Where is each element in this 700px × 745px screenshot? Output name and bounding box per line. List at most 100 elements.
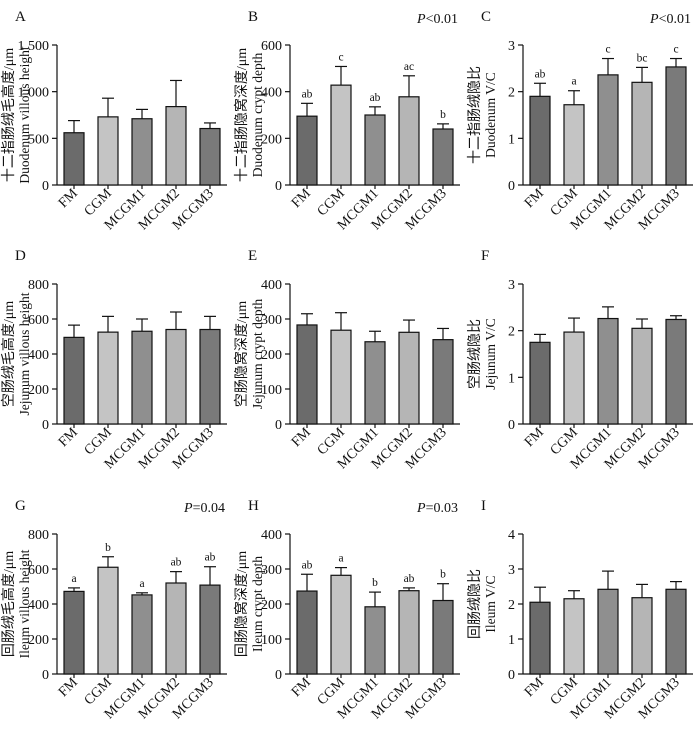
bar (432, 128, 454, 186)
y-axis-title-zh: 回肠隐窝深度/μm (233, 551, 250, 657)
y-tick-label: 400 (261, 86, 282, 101)
bar (330, 84, 352, 186)
y-axis-title-en: Ileum V/C (483, 575, 498, 632)
y-axis-title-en: Ileum villous height (17, 549, 32, 658)
bar (398, 331, 420, 425)
y-tick-label: 0 (275, 418, 282, 433)
significance-letter: b (372, 577, 378, 589)
bar (364, 114, 386, 186)
significance-letter: ab (535, 68, 546, 80)
panel-b: B P<0.01 0 200 400 600 十二指肠隐窝深度/μm Duodenum cry… (233, 9, 460, 233)
bar (330, 329, 352, 425)
significance-letter: ab (302, 88, 313, 100)
y-tick-label: 0 (42, 418, 49, 433)
y-axis-title-zh: 十二指肠隐窝深度/μm (233, 48, 250, 182)
bar (529, 95, 551, 186)
bar (131, 594, 153, 675)
bar (296, 115, 318, 186)
y-tick-label: 2 (508, 86, 515, 101)
x-tick-label: FM (522, 186, 547, 211)
panel-d: D 0 200 400 600 800 空肠绒毛高度/μm Jejunum villous h… (0, 248, 227, 472)
bar (296, 324, 318, 425)
y-tick-label: 0 (275, 179, 282, 194)
bar (563, 598, 585, 675)
bar (97, 566, 119, 675)
bar (631, 327, 653, 425)
y-axis-title-zh: 回肠绒隐比 (467, 569, 483, 639)
y-axis-title-zh: 十二指肠绒毛高度/μm (0, 48, 17, 182)
y-tick-label: 100 (261, 633, 282, 648)
y-axis-title-en: Duodenum villous height (17, 46, 32, 183)
y-tick-label: 600 (28, 563, 49, 578)
significance-letter: ac (404, 61, 414, 73)
bar (131, 118, 153, 186)
x-tick-label: FM (289, 675, 314, 700)
y-axis-title-en: Ileum crypt depth (250, 556, 265, 652)
bar (665, 588, 687, 675)
bar (63, 132, 85, 186)
x-tick-label: FM (522, 425, 547, 450)
y-tick-label: 4 (508, 528, 515, 543)
x-tick-label: FM (522, 675, 547, 700)
significance-letter: a (338, 553, 343, 565)
bar (330, 574, 352, 675)
y-tick-label: 400 (28, 598, 49, 613)
y-tick-label: 200 (28, 633, 49, 648)
bar (597, 74, 619, 186)
panel-h: H P=0.03 0 100 200 300 400 回肠隐窝深度/μm Ileum crypt… (233, 498, 460, 722)
significance-letter: b (440, 569, 446, 581)
y-tick-label: 100 (261, 383, 282, 398)
bar (563, 104, 585, 186)
bar (165, 105, 187, 186)
bar (63, 336, 85, 425)
y-tick-label: 0 (508, 418, 515, 433)
panel-letter: D (15, 248, 26, 264)
x-tick-label: FM (56, 675, 81, 700)
significance-letter: a (571, 76, 576, 88)
y-tick-label: 400 (261, 278, 282, 293)
bar (398, 96, 420, 186)
bar (165, 582, 187, 675)
y-axis-title-zh: 空肠隐窝深度/μm (233, 301, 250, 407)
panel-e: E 0 100 200 300 400 空肠隐窝深度/μm Jejunum crypt dep… (233, 248, 460, 472)
panel-letter: I (481, 498, 486, 514)
significance-letter: b (440, 109, 446, 121)
significance-letter: ab (171, 557, 182, 569)
y-axis-title-en: Duodenum V/C (483, 72, 498, 158)
significance-letter: ab (205, 552, 216, 564)
panel-letter: B (248, 9, 258, 25)
y-tick-label: 800 (28, 278, 49, 293)
bar (432, 339, 454, 425)
bar (597, 317, 619, 425)
bar (665, 318, 687, 425)
significance-letter: ab (302, 559, 313, 571)
bar (529, 341, 551, 425)
y-axis-title-en: Jejunum crypt depth (250, 299, 265, 409)
y-tick-label: 1 (508, 633, 515, 648)
y-axis-title-zh: 空肠绒隐比 (467, 319, 483, 389)
bar (199, 127, 221, 186)
panel-letter: A (15, 9, 26, 25)
panel-letter: E (248, 248, 257, 264)
y-axis-title-en: Jejunum V/C (483, 318, 498, 389)
y-tick-label: 400 (261, 528, 282, 543)
y-axis-title-zh: 十二指肠绒隐比 (467, 66, 483, 164)
bar (63, 590, 85, 675)
y-tick-label: 300 (261, 563, 282, 578)
y-tick-label: 600 (261, 39, 282, 54)
significance-letter: c (338, 51, 343, 63)
significance-letter: c (605, 44, 610, 56)
y-axis-title-zh: 空肠绒毛高度/μm (0, 301, 17, 407)
y-tick-label: 3 (508, 39, 515, 54)
significance-letter: bc (637, 52, 648, 64)
p-value-label: P<0.01 (416, 12, 458, 27)
bar (597, 588, 619, 675)
y-tick-label: 200 (261, 348, 282, 363)
y-tick-label: 0 (275, 668, 282, 683)
p-value-label: P<0.01 (649, 12, 691, 27)
significance-letter: ab (370, 92, 381, 104)
